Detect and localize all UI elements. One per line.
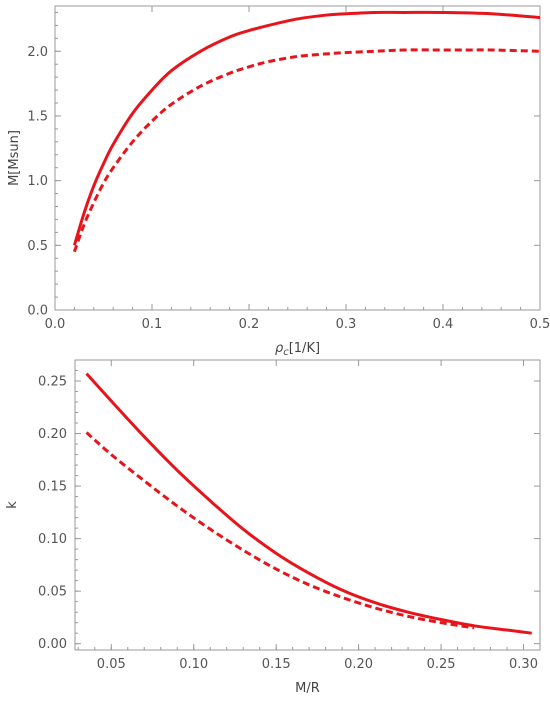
- dashed-series-line: [85, 431, 475, 630]
- y-tick-label: 1.0: [27, 174, 48, 189]
- x-tick-label: 0.10: [179, 657, 208, 672]
- x-tick-label: 0.25: [427, 657, 456, 672]
- y-tick-label: 2.0: [27, 45, 48, 60]
- mass-vs-density-panel: 0.0 0.1 0.2 0.3 0.4 0.5 0.0 0.5 1.0 1.5 2.0 ρc[1/K]…: [7, 5, 550, 358]
- x-tick-label: 0.15: [262, 657, 291, 672]
- solid-series-line: [85, 372, 532, 635]
- y-tick-label: 1.5: [27, 109, 48, 124]
- y-axis-label: k: [5, 501, 20, 509]
- plot-frame: [54, 5, 541, 311]
- y-tick-label: 0.20: [38, 427, 67, 442]
- x-tick-label: 0.20: [344, 657, 373, 672]
- x-tick-label: 0.5: [530, 317, 550, 332]
- y-tick-label: 0.00: [38, 637, 67, 652]
- x-axis-label: ρc[1/K]: [275, 341, 320, 358]
- x-tick-label: 0.4: [433, 317, 454, 332]
- x-tick-label: 0.3: [336, 317, 357, 332]
- y-tick-label: 0.10: [38, 532, 67, 547]
- y-tick-label: 0.25: [38, 375, 67, 390]
- x-tick-label: 0.2: [239, 317, 260, 332]
- x-tick-label: 0.1: [142, 317, 163, 332]
- x-tick-label: 0.05: [97, 657, 126, 672]
- y-tick-label: 0.5: [27, 239, 48, 254]
- solid-series-line: [72, 10, 541, 246]
- y-axis-label: M[Msun]: [7, 130, 22, 186]
- dashed-series-line: [72, 48, 541, 253]
- y-tick-label: 0.05: [38, 585, 67, 600]
- x-axis-label: M/R: [295, 681, 320, 696]
- x-tick-label: 0.0: [45, 317, 66, 332]
- x-tick-label: 0.30: [509, 657, 538, 672]
- y-tick-label: 0.0: [27, 304, 48, 319]
- y-tick-label: 0.15: [38, 480, 67, 495]
- k-vs-compactness-panel: 0.05 0.10 0.15 0.20 0.25 0.30 0.00 0.05 0.10 0.15…: [5, 359, 541, 696]
- plot-frame: [74, 359, 541, 651]
